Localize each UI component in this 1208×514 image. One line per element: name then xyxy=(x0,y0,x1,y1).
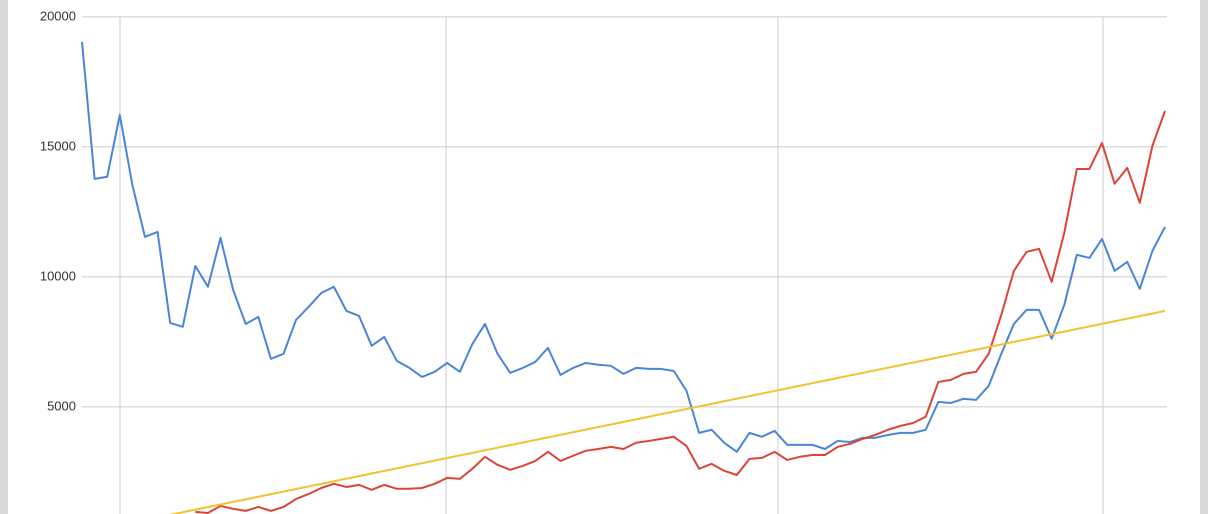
series-line xyxy=(195,110,1166,514)
y-tick-label: 15000 xyxy=(40,138,76,153)
series-line xyxy=(81,41,1166,453)
chart-background xyxy=(8,0,1200,514)
vertical-grid xyxy=(119,17,1104,514)
y-tick-label: 10000 xyxy=(40,268,76,283)
series-line xyxy=(169,309,1166,514)
y-tick-label: 5000 xyxy=(47,398,76,413)
y-tick-label: 20000 xyxy=(40,8,76,23)
